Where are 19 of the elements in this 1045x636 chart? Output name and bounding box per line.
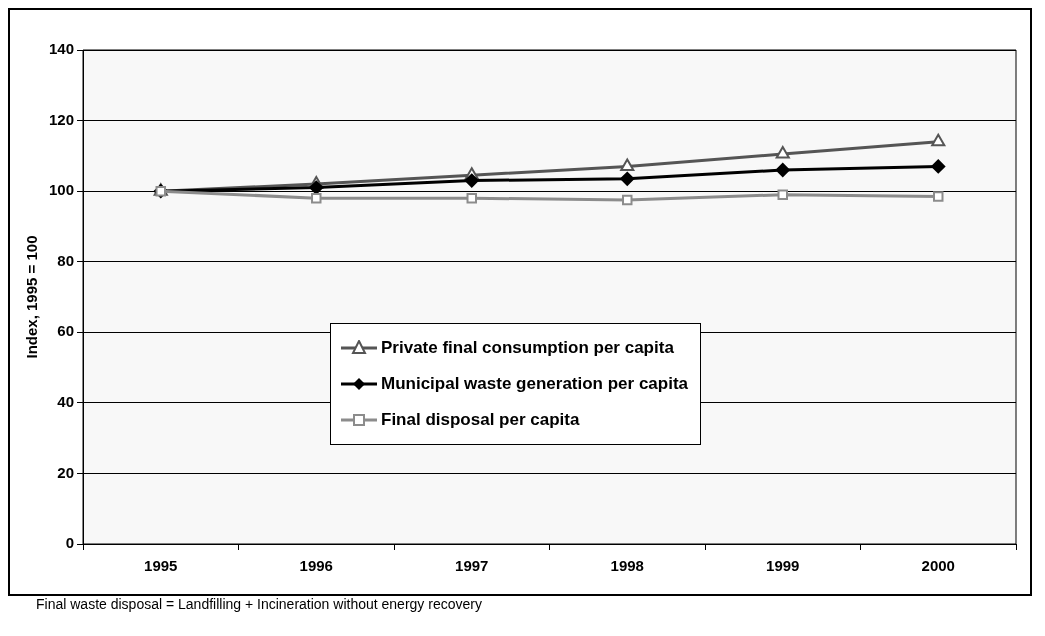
x-tick-label: 1998 <box>610 557 644 575</box>
y-tick-label: 120 <box>49 110 75 128</box>
y-tick-label: 80 <box>57 251 75 269</box>
x-tick-label: 1999 <box>766 557 800 575</box>
x-tick-label: 1995 <box>144 557 178 575</box>
x-tick-label: 1996 <box>299 557 333 575</box>
y-tick-label: 140 <box>49 40 75 58</box>
legend-label: Municipal waste generation per capita <box>381 374 689 394</box>
y-tick-label: 40 <box>57 393 75 410</box>
y-tick-label: 60 <box>57 322 75 340</box>
legend-label: Private final consumption per capita <box>381 338 674 358</box>
y-tick-label: 100 <box>49 181 75 199</box>
y-axis-title: Index, 1995 = 100 <box>23 235 41 359</box>
text: Final waste disposal = Landfilling + Incineration without energy recovery <box>36 596 483 612</box>
legend-label: Final disposal per capita <box>381 410 580 430</box>
y-tick-label: 0 <box>65 534 75 552</box>
x-tick-label: 1997 <box>455 557 489 575</box>
x-tick-label: 2000 <box>921 557 955 575</box>
y-tick-label: 20 <box>57 463 75 481</box>
